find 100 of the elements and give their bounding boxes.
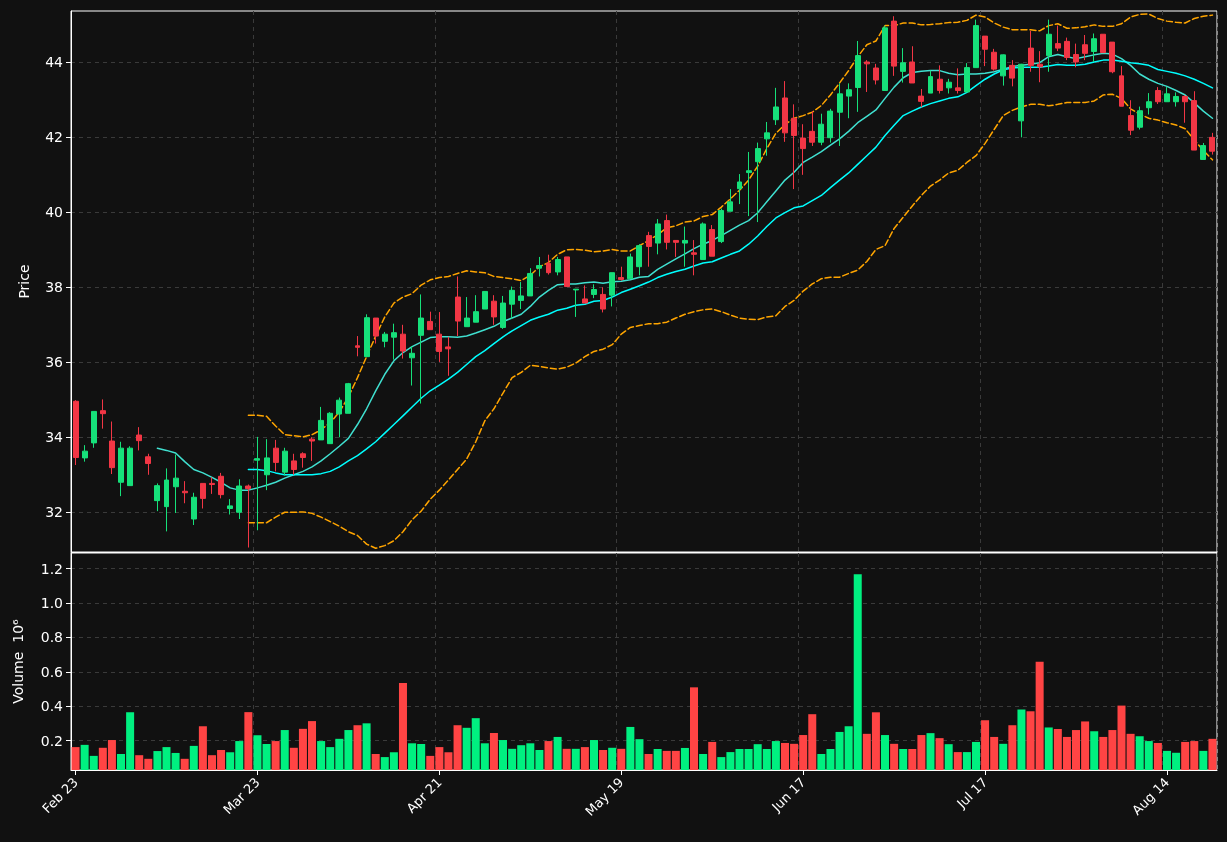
candlestick [1073,43,1079,68]
candlestick [82,444,88,463]
candlestick [1137,106,1143,130]
y-tick-label: 32 [45,503,63,520]
candlestick [864,59,870,93]
candlestick [764,121,770,157]
candlestick [91,410,97,449]
candlestick [846,82,852,119]
candlestick [600,286,606,313]
candlestick [436,311,442,363]
candlestick [382,331,388,348]
candlestick [900,47,906,84]
candlestick [109,421,115,475]
candlestick [173,454,179,514]
candlestick [73,399,79,466]
candlestick [345,382,351,414]
candlestick [273,439,279,472]
candlestick [145,453,151,476]
candlestick [928,70,933,94]
candlestick [118,441,124,497]
candlestick [1046,19,1052,73]
candlestick [127,445,133,487]
y-tick-label: 40 [45,203,63,220]
candlestick [209,476,215,495]
candlestick [254,436,260,531]
candlestick [882,25,888,91]
candlestick [973,19,979,69]
candlestick [191,492,197,526]
y-tick-label: 0.2 [40,732,63,749]
candlestick [782,80,788,143]
candlestick [282,447,288,477]
candlestick [509,286,515,320]
y-tick-label: 0.4 [40,698,64,715]
y-tick-label: 36 [45,353,64,370]
candlestick [918,88,924,108]
y-tick-label: 1.2 [40,560,63,577]
candlestick [136,426,142,451]
candlestick [909,45,915,84]
candlestick [991,48,997,72]
candlestick [773,87,779,126]
candlestick [582,284,588,304]
candlestick [755,142,761,223]
candlestick [455,275,461,337]
x-tick-label: Feb 23 [39,774,81,817]
candlestick [1037,50,1043,83]
y-axis-title: Price [16,264,32,299]
candlestick [1028,30,1034,73]
candlestick [982,35,988,67]
candlestick [1209,132,1215,156]
candlestick [1100,33,1106,54]
candlestick [100,398,106,430]
candlestick [264,438,270,491]
candlestick [1128,99,1134,136]
candlestick [464,296,470,328]
candlestick [1082,34,1088,61]
candlestick [573,288,579,318]
candlestick [746,151,752,217]
candlestick [791,103,797,190]
candlestick [855,40,861,113]
x-tick-label: Mar 23 [220,774,263,818]
candlestick [627,253,633,280]
candlestick [236,478,242,520]
candlestick [1009,59,1015,87]
candlestick [518,281,524,310]
candlestick [473,294,479,323]
y-tick-label: 34 [45,428,64,445]
candlestick [673,239,679,258]
candlestick [291,453,297,476]
candlestick [536,256,542,277]
candlestick [527,267,533,297]
y-tick-label: 44 [45,53,64,70]
candlestick [827,108,833,144]
candlestick [709,224,715,257]
y-tick-label: 0.6 [40,663,64,680]
candlestick [1000,53,1006,87]
candlestick [700,221,706,261]
candlestick [555,256,561,276]
candlestick [218,472,224,499]
y-tick-label: 0.8 [40,629,63,646]
candlestick [245,484,251,548]
candlestick [655,218,661,255]
candlestick [737,173,742,205]
candlestick [1018,63,1024,138]
candlestick [564,256,570,288]
candlestick [1200,142,1206,160]
candlestick [227,498,233,516]
candlestick [609,272,615,307]
candlestick [491,294,497,326]
candlestick [427,311,433,331]
candlestick [946,78,952,94]
candlestick [500,295,506,330]
candlestick [309,436,315,462]
candlestick [355,335,360,357]
candlestick [418,293,424,405]
candlestick [482,290,488,310]
candlestick [1119,65,1124,107]
candlestick [646,231,652,268]
y-axis-title: Volume 10⁶ [10,618,26,704]
candlestick [300,451,306,469]
line-series [247,13,1214,438]
